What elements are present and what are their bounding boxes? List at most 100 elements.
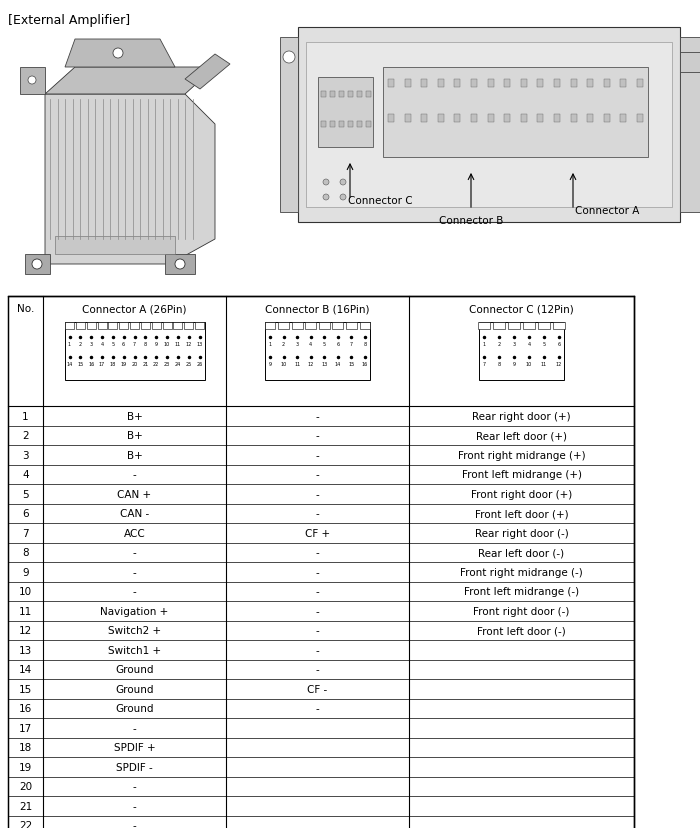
Text: 21: 21 [142,362,148,367]
Bar [318,78,373,148]
Bar [195,323,204,330]
Text: 11: 11 [19,606,32,616]
Text: 24: 24 [175,362,181,367]
Bar [637,80,643,88]
Text: 1: 1 [68,342,71,347]
Bar [388,80,394,88]
Bar [538,323,550,330]
Bar [130,323,139,330]
Text: 1: 1 [268,342,272,347]
Text: -: - [316,625,319,635]
Text: Connector B (16Pin): Connector B (16Pin) [265,304,370,314]
Text: 6: 6 [22,508,29,518]
Text: -: - [316,645,319,655]
Text: Connector B: Connector B [439,216,503,226]
Text: 4: 4 [100,342,104,347]
Text: 3: 3 [512,342,516,347]
Bar [521,115,527,123]
Text: 7: 7 [22,528,29,538]
Text: 3: 3 [295,342,299,347]
Circle shape [28,77,36,85]
Bar [141,323,150,330]
Bar [108,323,118,330]
Polygon shape [165,255,195,275]
Text: -: - [316,489,319,499]
Text: 4: 4 [527,342,531,347]
Text: 5: 5 [323,342,326,347]
Text: 20: 20 [19,782,32,792]
Bar [330,92,335,98]
Text: 5: 5 [542,342,545,347]
Bar [680,38,700,213]
Text: CF -: CF - [307,684,328,694]
Bar [162,323,172,330]
Text: Connector C: Connector C [348,195,412,205]
Text: 8: 8 [363,342,367,347]
Text: 13: 13 [19,645,32,655]
Bar [570,80,577,88]
Text: Rear left door (+): Rear left door (+) [476,431,567,440]
Text: Rear right door (-): Rear right door (-) [475,528,568,538]
Bar [538,115,543,123]
Text: -: - [132,567,137,577]
Bar [587,115,593,123]
Text: 18: 18 [19,743,32,753]
Bar [347,92,353,98]
Text: -: - [132,801,137,811]
Text: -: - [132,547,137,557]
Text: -: - [316,704,319,714]
Bar [174,323,182,330]
Text: 15: 15 [77,362,83,367]
Text: 9: 9 [269,362,272,367]
Text: -: - [316,664,319,675]
Text: 5: 5 [111,342,114,347]
Text: Ground: Ground [116,664,154,675]
Text: 7: 7 [350,342,353,347]
Text: 14: 14 [66,362,73,367]
Text: CAN +: CAN + [118,489,152,499]
Text: Navigation +: Navigation + [100,606,169,616]
Text: -: - [132,469,137,479]
Text: [External Amplifier]: [External Amplifier] [8,14,130,27]
Text: 6: 6 [557,342,561,347]
Text: 2: 2 [282,342,285,347]
Text: 10: 10 [164,342,170,347]
Text: 11: 11 [294,362,300,367]
Bar [620,115,626,123]
Text: 17: 17 [19,723,32,733]
Bar [298,28,680,223]
Text: 3: 3 [90,342,92,347]
Circle shape [283,52,295,64]
Bar [55,237,175,255]
Text: 2: 2 [79,342,82,347]
Text: Connector A (26Pin): Connector A (26Pin) [83,304,187,314]
Bar [360,323,370,330]
Text: 4: 4 [22,469,29,479]
Text: Front left midrange (+): Front left midrange (+) [461,469,582,479]
Circle shape [340,195,346,200]
Bar [347,122,353,128]
Text: -: - [132,586,137,596]
Bar [330,122,335,128]
Bar [332,323,343,330]
Bar [356,92,361,98]
Bar [504,115,510,123]
Bar [278,323,289,330]
Bar [488,115,494,123]
Text: 8: 8 [498,362,500,367]
Circle shape [323,195,329,200]
Text: No.: No. [17,304,34,314]
Text: B+: B+ [127,450,142,460]
Bar [553,323,565,330]
Bar [680,53,700,73]
Text: 7: 7 [482,362,486,367]
Bar [521,80,527,88]
Bar [554,115,560,123]
Bar [587,80,593,88]
Bar [76,323,85,330]
Bar [265,323,275,330]
Bar [388,115,394,123]
Text: 9: 9 [22,567,29,577]
Text: Connector A: Connector A [575,205,639,216]
Text: 3: 3 [22,450,29,460]
